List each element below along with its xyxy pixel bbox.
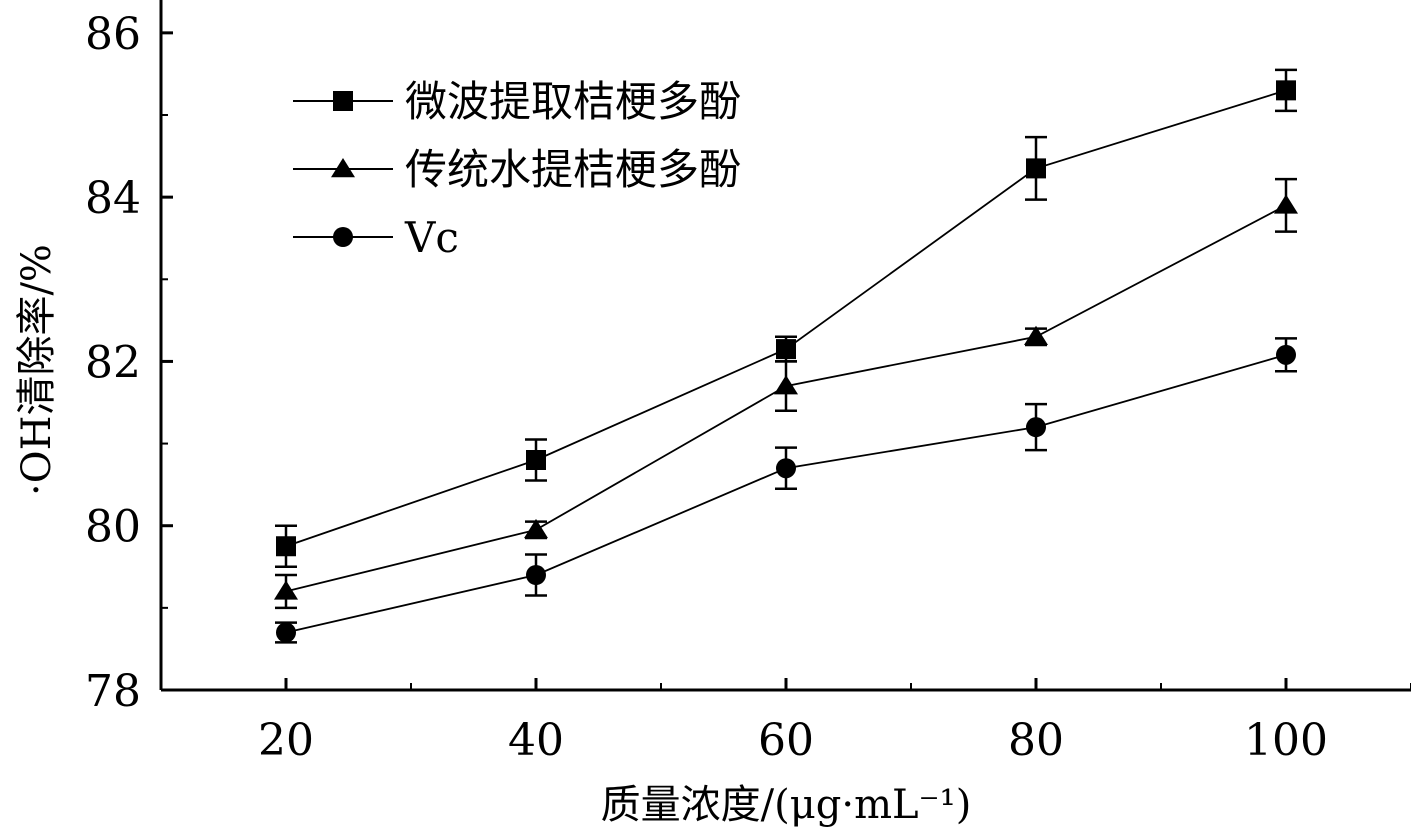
square-marker [1026, 158, 1046, 179]
x-axis-label: 质量浓度/(μg·mL⁻¹) [601, 782, 972, 828]
x-tick-label: 60 [758, 715, 814, 766]
circle-marker [1026, 417, 1046, 438]
triangle-marker [774, 375, 798, 395]
triangle-marker [331, 158, 355, 178]
x-tick-label: 20 [258, 715, 314, 766]
y-tick-label: 82 [85, 337, 141, 388]
y-tick-label: 84 [85, 173, 141, 224]
circle-marker [333, 227, 353, 247]
y-tick-label: 86 [85, 9, 141, 60]
square-marker [1276, 80, 1296, 101]
circle-marker [526, 565, 546, 585]
legend-item: Vc [293, 213, 459, 262]
legend-item: 微波提取桔梗多酚 [293, 77, 741, 126]
square-marker [776, 339, 796, 360]
square-marker [276, 536, 296, 557]
triangle-marker [1024, 325, 1048, 346]
series-1 [275, 68, 1297, 569]
x-tick-label: 40 [508, 715, 564, 766]
axes: 78 80 82 84 86 20 40 60 80 100 [85, 0, 1411, 766]
series-3 [275, 337, 1297, 644]
triangle-marker [524, 518, 548, 539]
x-tick-label: 100 [1244, 715, 1328, 766]
square-marker [333, 91, 353, 111]
series-2 [274, 177, 1298, 610]
y-tick-label: 80 [85, 502, 141, 553]
triangle-marker [274, 580, 298, 600]
x-tick-label: 80 [1008, 715, 1064, 766]
legend-label: Vc [404, 213, 459, 262]
legend-item: 传统水提桔梗多酚 [293, 145, 741, 194]
circle-marker [276, 622, 296, 643]
legend-label: 微波提取桔梗多酚 [405, 77, 741, 126]
series-layer [274, 68, 1298, 644]
y-axis-label: ·OH清除率/% [14, 244, 60, 496]
triangle-marker [1274, 194, 1298, 214]
circle-marker [776, 458, 796, 479]
circle-marker [1276, 344, 1296, 365]
legend-label: 传统水提桔梗多酚 [405, 145, 741, 194]
y-tick-label: 78 [85, 666, 141, 717]
square-marker [526, 450, 546, 470]
